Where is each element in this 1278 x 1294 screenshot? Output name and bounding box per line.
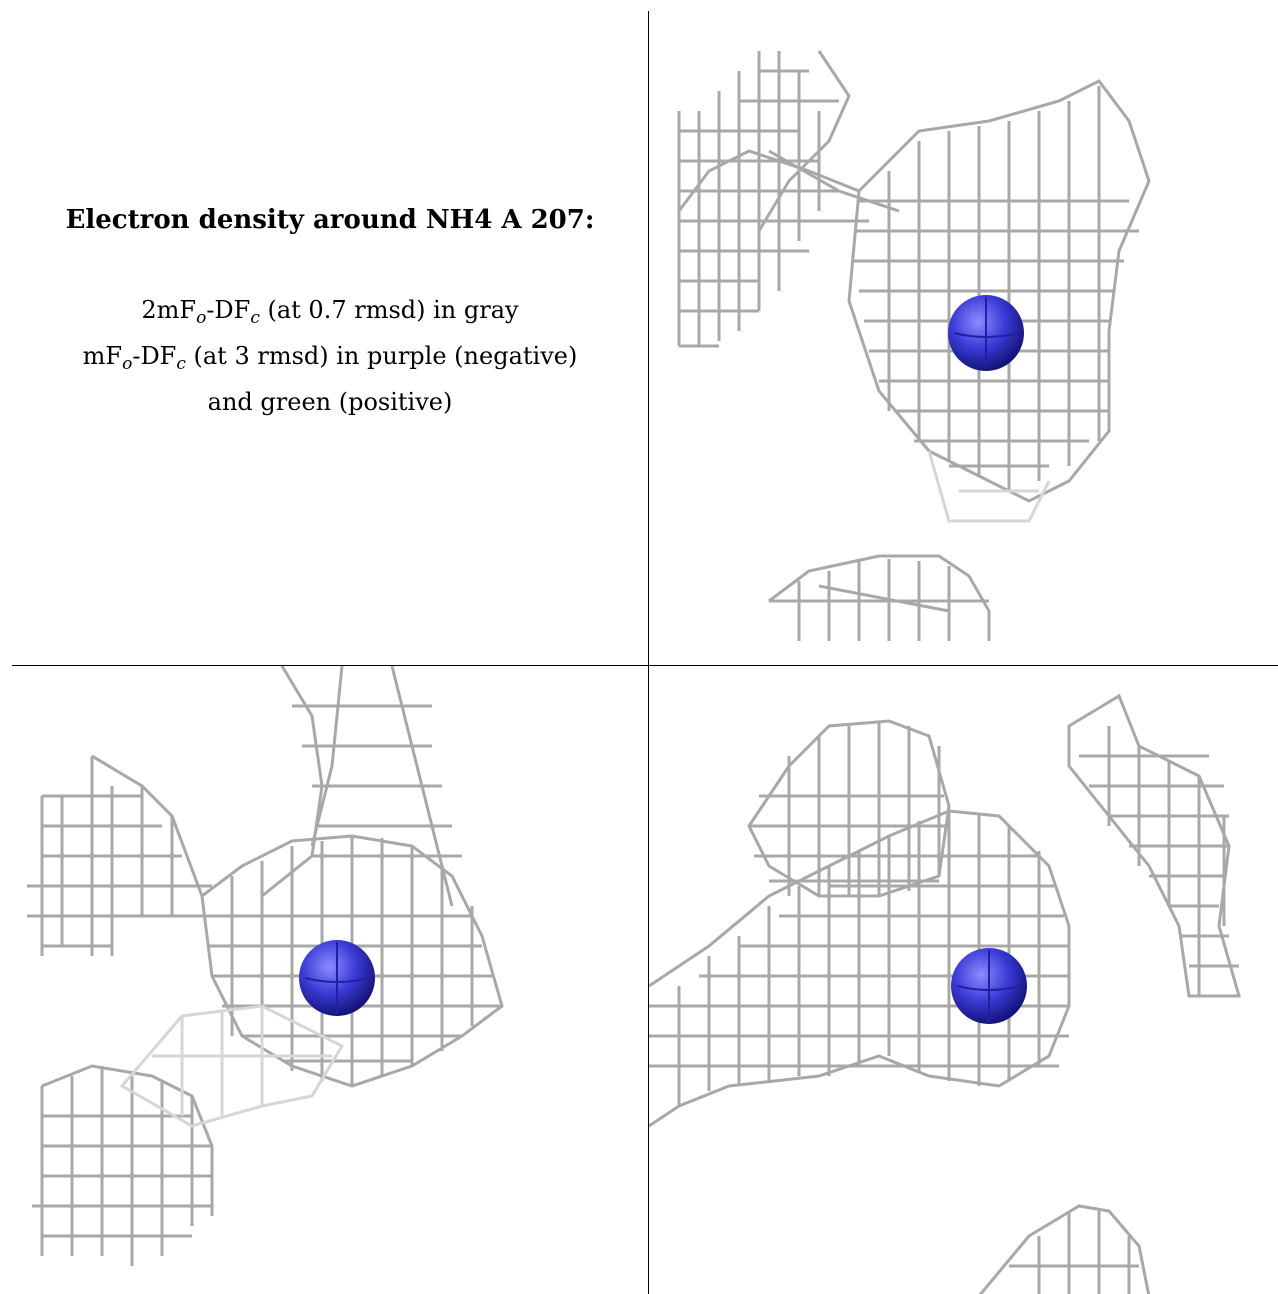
density-view-svg xyxy=(27,666,504,1266)
caption-text: 2mF xyxy=(141,296,197,324)
atom-highlight xyxy=(956,950,1022,1022)
figure-grid: Electron density around NH4 A 207: 2mFo-… xyxy=(12,11,1278,1294)
caption-subscript: o xyxy=(122,354,133,374)
caption-text: -DF xyxy=(132,342,177,370)
caption: Electron density around NH4 A 207: 2mFo-… xyxy=(12,205,648,421)
center-border xyxy=(648,11,649,1294)
density-mesh xyxy=(649,693,1241,1294)
density-mesh xyxy=(677,50,1151,641)
atom-highlight xyxy=(953,297,1019,369)
caption-subscript: c xyxy=(176,354,186,374)
caption-text: mF xyxy=(82,342,123,370)
caption-cell: Electron density around NH4 A 207: 2mFo-… xyxy=(12,11,648,665)
caption-subscript: c xyxy=(250,308,260,328)
view-bottom-left xyxy=(12,666,648,1294)
caption-text: (at 0.7 rmsd) in gray xyxy=(259,296,519,324)
atom-highlight xyxy=(304,942,370,1014)
caption-line-2fofc: 2mFo-DFc (at 0.7 rmsd) in gray xyxy=(12,291,648,337)
caption-text: (at 3 rmsd) in purple (negative) xyxy=(185,342,578,370)
density-view-svg xyxy=(677,50,1151,641)
density-mesh-faint xyxy=(927,450,1051,523)
caption-title: Electron density around NH4 A 207: xyxy=(65,205,595,235)
caption-subscript: o xyxy=(196,308,207,328)
density-view-svg xyxy=(649,693,1241,1294)
caption-text: -DF xyxy=(206,296,251,324)
view-bottom-right xyxy=(649,666,1278,1294)
density-mesh xyxy=(27,666,504,1266)
middle-border xyxy=(12,665,1278,666)
caption-line-fofc: mFo-DFc (at 3 rmsd) in purple (negative) xyxy=(12,337,648,383)
density-mesh-faint xyxy=(119,1004,345,1128)
view-top-right xyxy=(649,11,1278,665)
caption-line-colors: and green (positive) xyxy=(207,388,453,416)
